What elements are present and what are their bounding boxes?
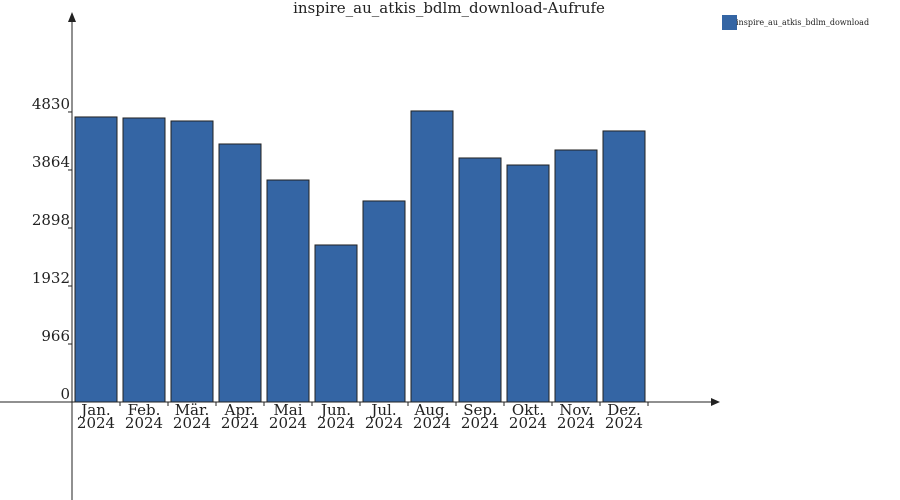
bar (122, 117, 166, 403)
y-tick-label: 2898 (32, 211, 70, 229)
bar (506, 164, 550, 403)
x-tick-label: Nov. 2024 (556, 401, 596, 432)
x-tick-label: Feb. 2024 (124, 401, 164, 432)
y-arrow (68, 12, 76, 22)
legend-label: inspire_au_atkis_bdlm_download (736, 18, 869, 27)
x-tick-label: Jan. 2024 (76, 401, 116, 432)
x-tick-label: Jul. 2024 (364, 401, 404, 432)
x-tick-label: Mär. 2024 (172, 401, 212, 432)
bar (458, 157, 502, 403)
x-tick-label: Dez. 2024 (604, 401, 644, 432)
x-arrow (711, 398, 720, 406)
legend-swatch (722, 15, 737, 30)
bar (410, 110, 454, 403)
y-tick-label: 966 (41, 327, 70, 345)
y-tick-label: 4830 (32, 95, 70, 113)
chart-title: inspire_au_atkis_bdlm_download-Aufrufe (293, 0, 605, 17)
y-tick-label: 3864 (32, 153, 70, 171)
bar (74, 116, 118, 403)
x-tick-label: Mai 2024 (268, 401, 308, 432)
bar (266, 179, 310, 403)
y-tick-label: 1932 (32, 269, 70, 287)
bar (170, 120, 214, 403)
bar (314, 244, 358, 403)
bar (554, 149, 598, 403)
bar (362, 200, 406, 403)
bar (602, 130, 646, 403)
bar (218, 143, 262, 403)
x-tick-label: Jun. 2024 (316, 401, 356, 432)
y-tick-label: 0 (60, 385, 70, 403)
x-tick-label: Apr. 2024 (220, 401, 260, 432)
x-tick-label: Sep. 2024 (460, 401, 500, 432)
x-tick-label: Aug. 2024 (412, 401, 452, 432)
x-tick-label: Okt. 2024 (508, 401, 548, 432)
